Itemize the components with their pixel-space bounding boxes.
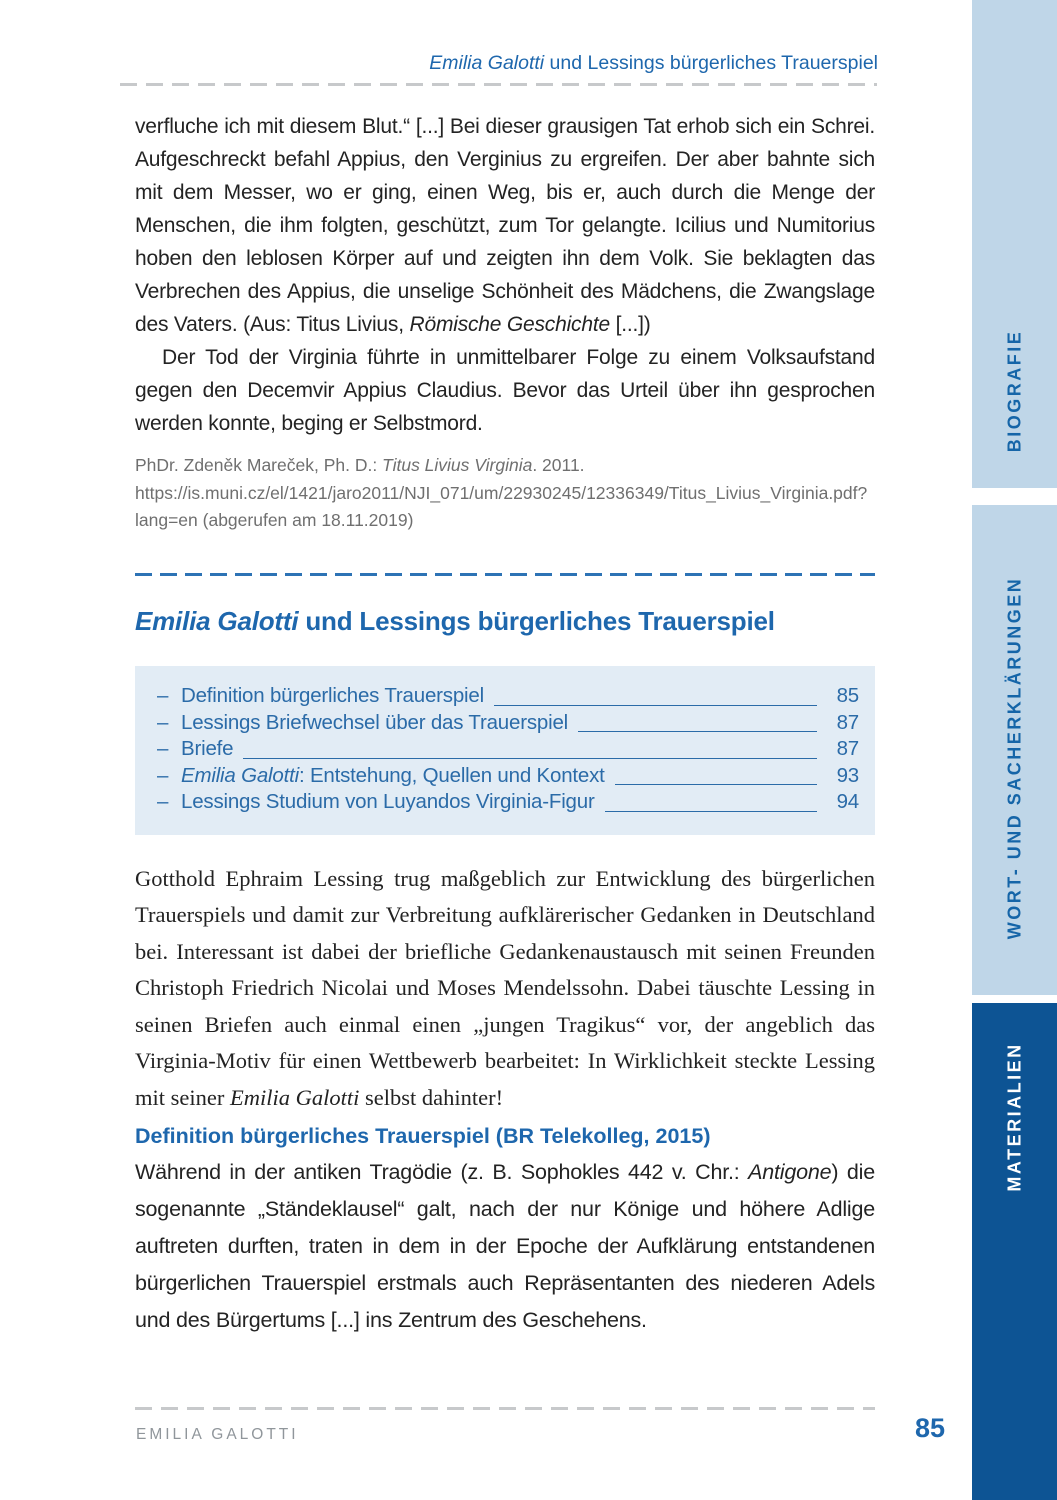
toc-dash-marker: –	[157, 684, 169, 707]
toc-row: – Lessings Briefwechsel über das Trauers…	[157, 710, 859, 737]
sidebar-tab-wort-und-sacherklaerungen: WORT- UND SACHERKLÄRUNGEN	[972, 505, 1057, 995]
section-divider-dashed	[135, 572, 875, 576]
content-column: verfluche ich mit diesem Blut.“ [...] Be…	[135, 110, 875, 1339]
sidebar-tab-label: BIOGRAFIE	[1004, 329, 1024, 453]
toc-leader-line	[243, 757, 817, 759]
toc-dash-marker: –	[157, 737, 169, 760]
toc-leader-line	[578, 731, 817, 732]
quote-paragraph-1: verfluche ich mit diesem Blut.“ [...] Be…	[135, 115, 875, 336]
toc-dash-marker: –	[157, 710, 169, 734]
toc-label: Lessings Studium von Luyandos Virginia-F…	[181, 790, 595, 813]
toc-page-number: 85	[836, 684, 860, 707]
footer-divider-dashed	[135, 1407, 875, 1410]
definition-paragraph: Während in der antiken Tragödie (z. B. S…	[135, 1160, 875, 1332]
toc-label: Emilia Galotti: Entstehung, Quellen und …	[181, 763, 605, 787]
quote-paragraph-2: Der Tod der Virginia führte in unmittelb…	[135, 346, 875, 435]
footer-book-title: EMILIA GALOTTI	[136, 1426, 299, 1443]
body-paragraph: Gotthold Ephraim Lessing trug maßgeblich…	[135, 865, 875, 1110]
sidebar-tab-label: MATERIALIEN	[1004, 1042, 1024, 1192]
toc-dash-marker: –	[157, 763, 169, 787]
sidebar-tab-biografie: BIOGRAFIE	[972, 0, 1057, 488]
toc-label: Lessings Briefwechsel über das Trauerspi…	[181, 710, 568, 734]
toc-row: – Definition bürgerliches Trauerspiel 85	[157, 683, 859, 710]
toc-row: – Briefe 87	[157, 736, 859, 763]
toc-leader-line	[493, 704, 817, 706]
source-citation: PhDr. Zdeněk Mareček, Ph. D.: Titus Livi…	[135, 455, 868, 530]
toc-dash-marker: –	[157, 790, 169, 813]
toc-label: Definition bürgerliches Trauerspiel	[181, 684, 484, 707]
toc-page-number: 87	[836, 737, 860, 760]
toc-leader-line	[614, 784, 817, 785]
toc-page-number: 87	[836, 710, 860, 734]
toc-box: – Definition bürgerliches Trauerspiel 85…	[135, 666, 875, 835]
toc-row: – Lessings Studium von Luyandos Virginia…	[157, 789, 859, 816]
toc-row: – Emilia Galotti: Entstehung, Quellen un…	[157, 763, 859, 790]
footer-page-number: 85	[914, 1413, 945, 1443]
toc-page-number: 94	[836, 790, 860, 813]
running-header: Emilia Galotti und Lessings bürgerliches…	[429, 52, 878, 74]
toc-leader-line	[604, 810, 817, 812]
sidebar-tab-materialien: MATERIALIEN	[972, 1003, 1057, 1500]
sidebar-tab-label: WORT- UND SACHERKLÄRUNGEN	[1004, 576, 1024, 940]
section-heading: Emilia Galotti und Lessings bürgerliches…	[135, 606, 775, 636]
definition-heading: Definition bürgerliches Trauerspiel (BR …	[135, 1124, 711, 1148]
toc-page-number: 93	[836, 763, 860, 787]
header-divider-dashed	[120, 83, 877, 86]
toc-label: Briefe	[181, 737, 234, 760]
